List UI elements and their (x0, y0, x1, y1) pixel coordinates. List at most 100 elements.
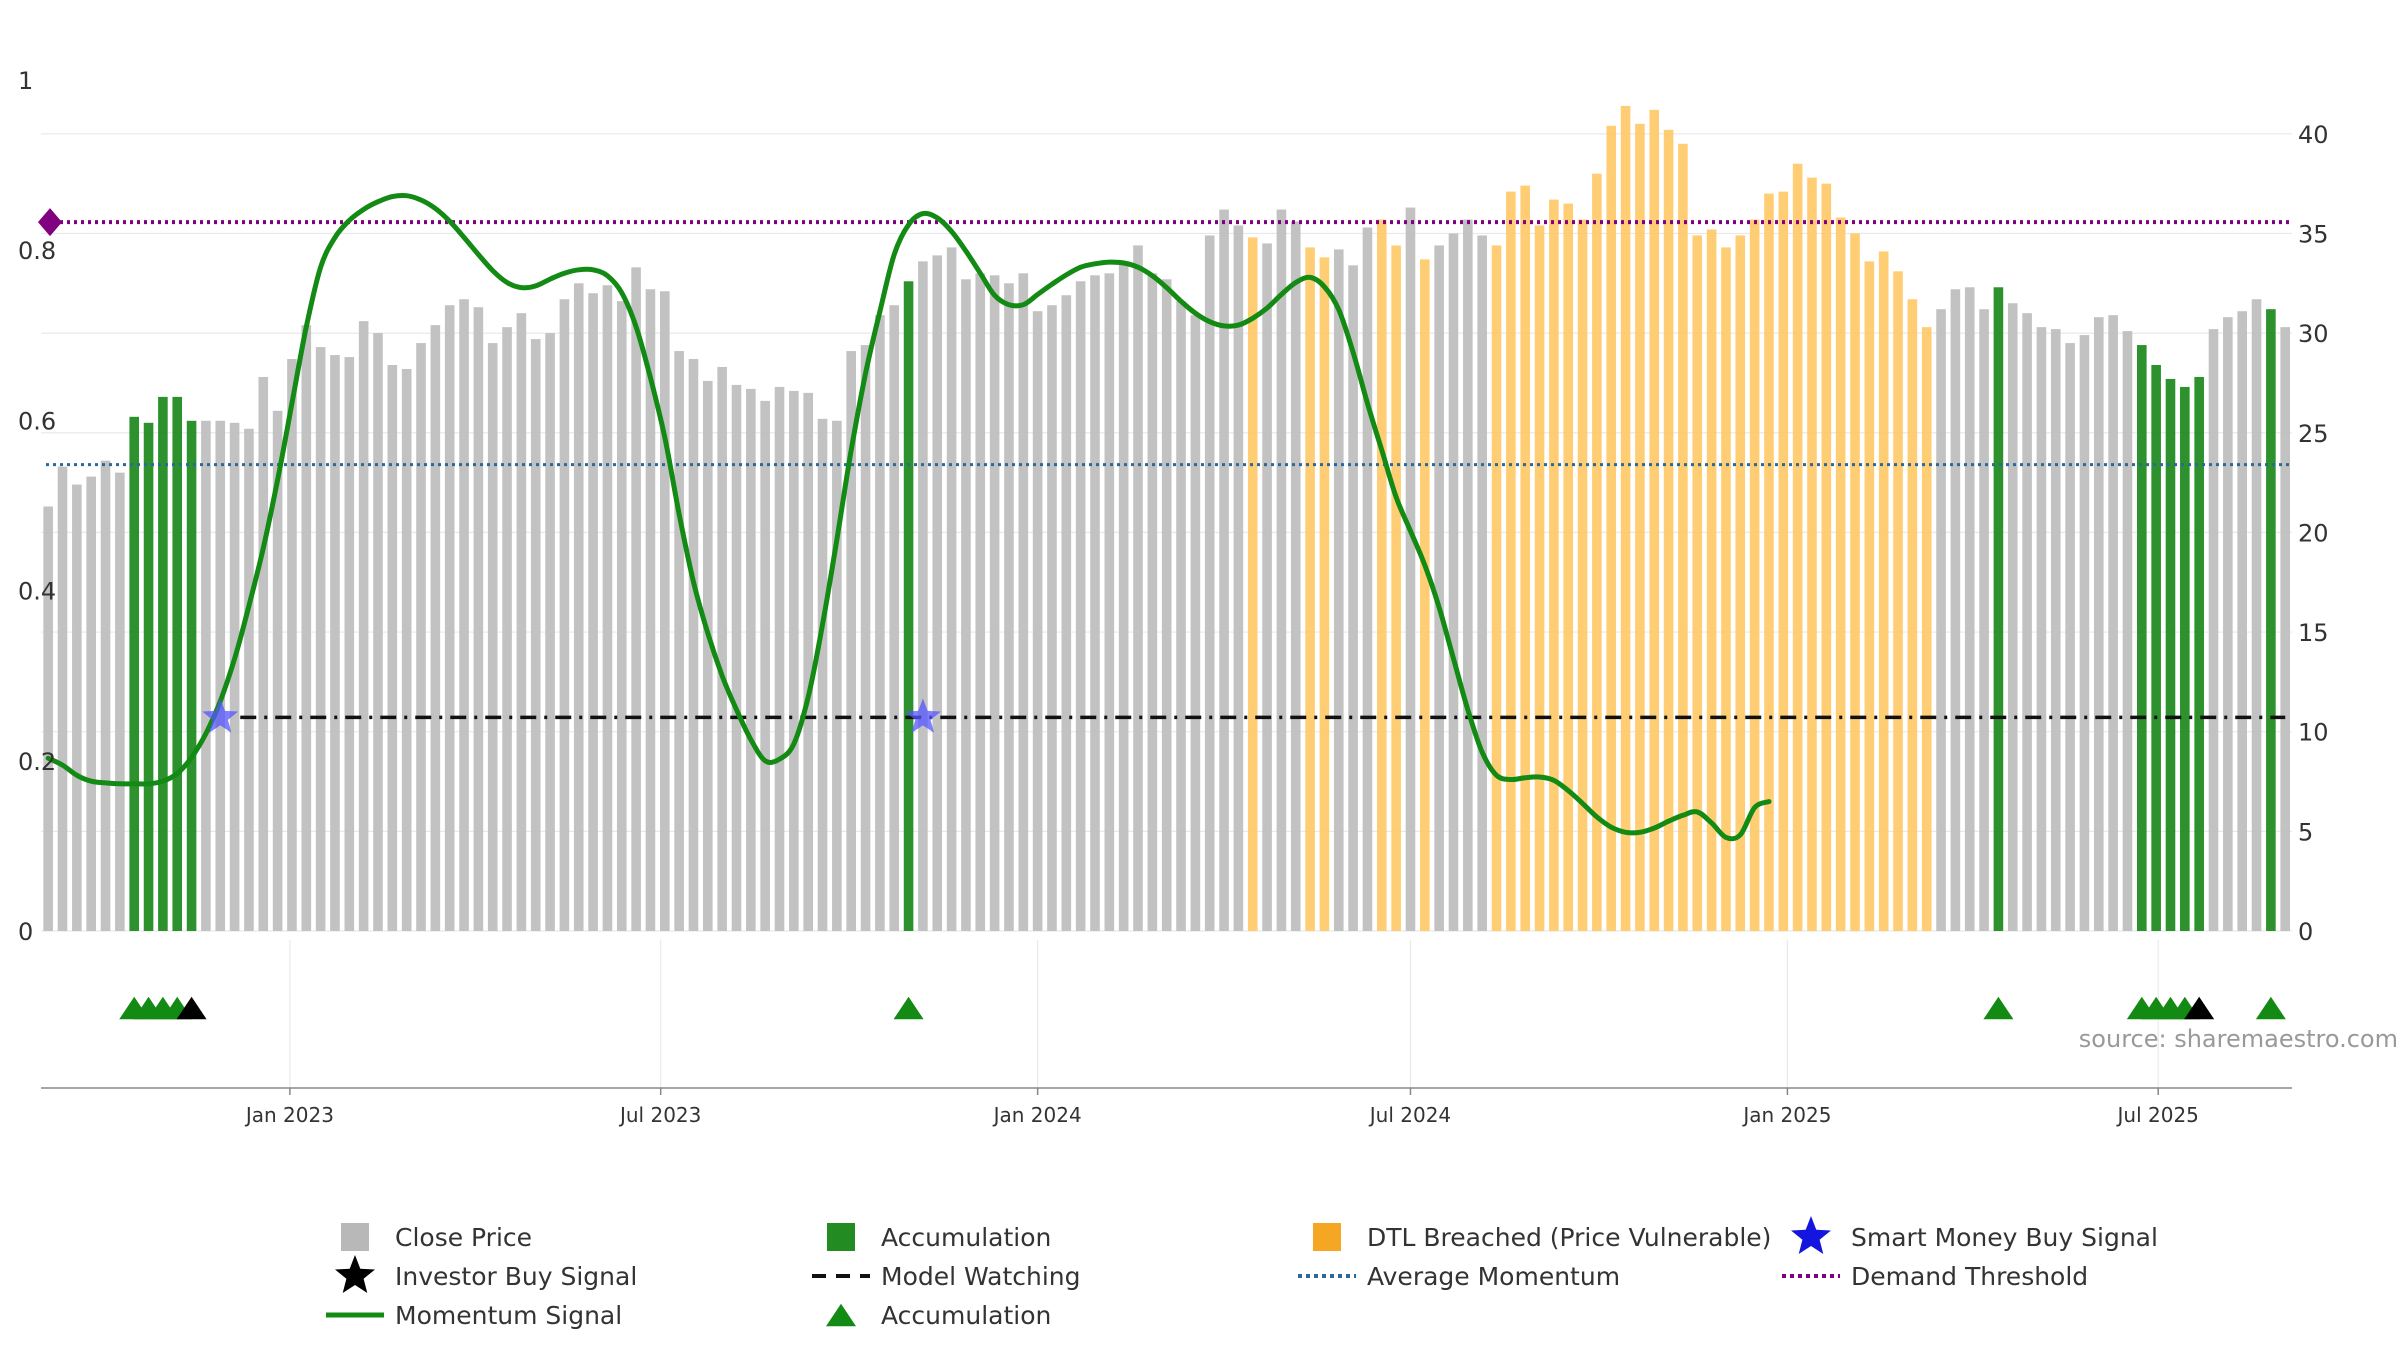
close-price-bar (688, 359, 699, 932)
close-price-bar (1032, 311, 1043, 931)
close-price-bar (918, 261, 928, 931)
accumulation-bar (158, 396, 168, 931)
close-price-bar (1290, 221, 1301, 932)
close-price-bar (401, 368, 412, 931)
legend-average-momentum-label: Average Momentum (1367, 1262, 1620, 1291)
close-price-bar (731, 384, 742, 931)
dtl-breached-bar (1907, 299, 1918, 931)
close-price-bar (229, 422, 240, 931)
close-price-bar (516, 313, 527, 931)
close-price-bar (1176, 301, 1186, 931)
dtl-breached-bar (1878, 251, 1889, 932)
dtl-breached-bar (1706, 229, 1717, 931)
dtl-breached-bar (1778, 191, 1789, 931)
close-price-bar (975, 273, 986, 932)
accumulation-bar (2266, 309, 2276, 932)
close-price-bar (1950, 289, 1961, 931)
close-price-bar (315, 347, 326, 931)
close-price-bar (631, 267, 641, 931)
close-price-bar (1219, 209, 1229, 931)
demand-threshold-marker (38, 208, 62, 237)
source-label: source: sharemaestro.com (2079, 1025, 2398, 1053)
x-axis-tick-label: Jan 2024 (992, 1103, 1082, 1127)
right-axis-tick-label: 0 (2298, 918, 2313, 946)
accumulation-bar (2137, 345, 2147, 932)
close-price-bar (444, 305, 455, 932)
smart-money-buy-signal-star (904, 698, 941, 733)
close-price-bar (1448, 233, 1459, 932)
right-axis-tick-label: 40 (2298, 121, 2329, 149)
close-price-bar (1061, 295, 1072, 931)
accumulation-bar (1993, 287, 2004, 932)
close-price-bar (1477, 235, 1487, 931)
accumulation-bar (186, 420, 197, 931)
dtl-breached-bar (1749, 219, 1760, 932)
close-price-bar (746, 388, 756, 931)
momentum-signal-line (45, 192, 1772, 842)
dtl-breached-bar (1520, 185, 1530, 932)
dtl-breached-bar (1835, 217, 1846, 931)
close-price-bar (2237, 311, 2247, 931)
close-price-bar (373, 333, 383, 931)
close-price-bar (545, 333, 555, 931)
close-price-bar (961, 279, 971, 931)
close-price-bar (1964, 287, 1975, 932)
close-price-bar (2050, 329, 2061, 931)
legend-model-watching-label: Model Watching (881, 1262, 1081, 1291)
accumulation-bar (2180, 386, 2190, 931)
close-price-bar (1348, 265, 1358, 931)
legend-investor-buy-signal: Investor Buy Signal (335, 1255, 637, 1293)
close-price-bar (72, 484, 82, 931)
x-axis-tick-label: Jul 2025 (2116, 1103, 2199, 1127)
close-price-bar (2251, 299, 2262, 931)
dtl-breached-bar (1807, 177, 1817, 931)
close-price-bar (573, 283, 584, 931)
left-axis-tick-label: 0 (18, 918, 33, 946)
dtl-breached-bar (1606, 125, 1617, 932)
close-price-bar (43, 506, 53, 931)
close-price-bar (416, 343, 426, 931)
close-price-bar (2036, 327, 2047, 932)
close-price-bar (760, 400, 770, 931)
right-axis-tick-label: 30 (2298, 320, 2329, 348)
accumulation-bar (143, 422, 154, 931)
close-price-bar (860, 345, 871, 932)
close-price-bar (1362, 227, 1373, 931)
close-price-bar (287, 359, 297, 932)
legend-dtl-breached-price-vulnerable-swatch (1313, 1223, 1341, 1251)
right-axis-tick-label: 35 (2298, 220, 2329, 248)
close-price-bar (1405, 207, 1416, 931)
close-price-bar (1104, 273, 1115, 932)
right-axis-tick-label: 15 (2298, 619, 2329, 647)
close-price-bar (502, 327, 512, 932)
dtl-breached-bar (1549, 199, 1559, 931)
legend-model-watching: Model Watching (812, 1262, 1081, 1291)
legend-accumulation: Accumulation (826, 1301, 1051, 1330)
close-price-bar (1118, 263, 1129, 931)
accumulation-bar (2165, 378, 2176, 931)
accumulation-bar (129, 416, 140, 932)
close-price-bar (215, 420, 226, 931)
x-axis-tick-label: Jul 2023 (618, 1103, 701, 1127)
close-price-bar (2022, 313, 2032, 931)
legend-dtl-breached-price-vulnerable-label: DTL Breached (Price Vulnerable) (1367, 1223, 1771, 1252)
dtl-breached-bar (1319, 257, 1330, 931)
close-price-bar (1090, 275, 1100, 931)
close-price-bar (86, 476, 96, 931)
legend-demand-threshold-label: Demand Threshold (1851, 1262, 2088, 1291)
accumulation-triangle (2255, 996, 2286, 1020)
dtl-breached-bar (1921, 327, 1932, 932)
close-price-bar (57, 466, 68, 931)
close-price-bar (588, 293, 598, 931)
legend-smart-money-buy-signal-swatch (1791, 1216, 1831, 1254)
close-price-bar (430, 325, 441, 931)
dtl-breached-bar (1792, 163, 1803, 931)
x-axis-tick-label: Jan 2025 (1741, 1103, 1831, 1127)
close-price-bar (2079, 335, 2090, 931)
x-axis-tick-label: Jan 2023 (244, 1103, 334, 1127)
dtl-breached-bar (1305, 247, 1315, 931)
close-price-bar (703, 380, 713, 932)
accumulation-bar (172, 396, 183, 931)
dtl-breached-bar (1864, 261, 1875, 931)
